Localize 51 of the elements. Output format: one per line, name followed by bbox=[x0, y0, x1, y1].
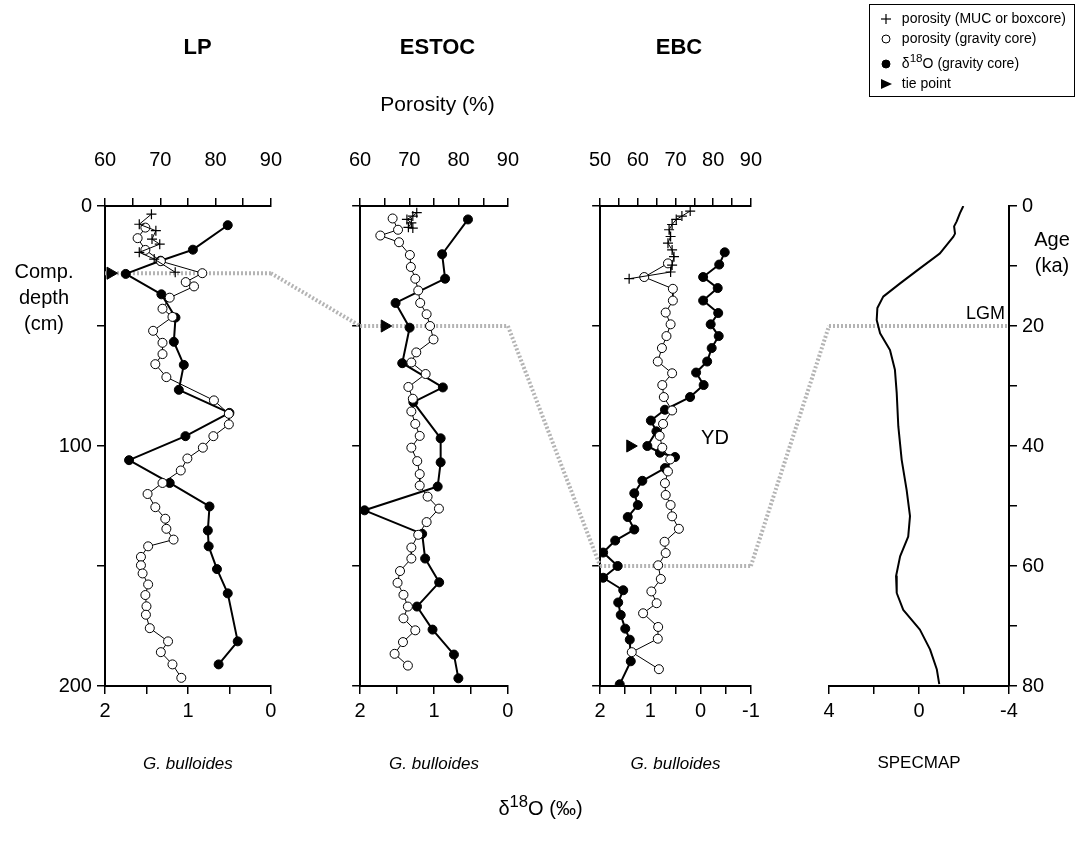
x2-tick-label: 70 bbox=[398, 147, 421, 170]
chart-title: LP bbox=[182, 34, 213, 60]
y2-tick-label: 0 bbox=[1022, 193, 1034, 216]
x-tick-label: 4 bbox=[823, 698, 835, 721]
x2-tick-label: 80 bbox=[702, 147, 725, 170]
x2-tick-label: 90 bbox=[739, 147, 762, 170]
x2-axis-title: Porosity (%) bbox=[379, 92, 496, 116]
x-tick-label: 2 bbox=[99, 698, 111, 721]
x-axis-title: G. bulloides bbox=[143, 753, 234, 773]
x2-tick-label: 60 bbox=[93, 147, 117, 170]
y-tick-label: 0 bbox=[80, 193, 92, 216]
x-tick-label: 1 bbox=[644, 698, 656, 721]
legend-label: δ$^{18}$O (gravity core) bbox=[901, 51, 1020, 71]
x-tick-label: 0 bbox=[502, 698, 514, 721]
x2-tick-label: 60 bbox=[349, 147, 372, 170]
y-axis-title: Comp. depth (cm) bbox=[13, 259, 75, 336]
x2-tick-label: 90 bbox=[259, 147, 282, 170]
x-axis-title: G. bulloides bbox=[630, 753, 721, 773]
x-tick-label: 1 bbox=[182, 698, 194, 721]
x2-tick-label: 50 bbox=[589, 147, 612, 170]
x-tick-label: 0 bbox=[913, 698, 925, 721]
x2-tick-label: 70 bbox=[149, 147, 172, 170]
annotation: YD bbox=[700, 426, 730, 449]
y2-tick-label: 60 bbox=[1022, 553, 1045, 576]
y2-axis-title: Age (ka) bbox=[1033, 227, 1071, 278]
x2-tick-label: 90 bbox=[496, 147, 519, 170]
ref-line-label: LGM bbox=[965, 302, 1005, 323]
text: δ$^{18}$O (‰) bbox=[497, 792, 584, 820]
y-tick-label: 200 bbox=[58, 673, 92, 696]
x2-tick-label: 60 bbox=[626, 147, 649, 170]
x-tick-label: 2 bbox=[354, 698, 366, 721]
x-tick-label: 1 bbox=[428, 698, 440, 721]
y2-tick-label: 80 bbox=[1022, 673, 1045, 696]
x-tick-label: 0 bbox=[695, 698, 707, 721]
x2-tick-label: 70 bbox=[664, 147, 687, 170]
x-tick-label: -4 bbox=[1000, 698, 1018, 721]
chart-title: ESTOC bbox=[398, 34, 477, 60]
x-tick-label: 0 bbox=[265, 698, 277, 721]
y-tick-label: 100 bbox=[58, 433, 92, 456]
y2-tick-label: 20 bbox=[1022, 313, 1045, 336]
legend-label: porosity (gravity core) bbox=[901, 30, 1037, 46]
x-tick-label: -1 bbox=[741, 698, 760, 721]
x-axis-title: SPECMAP bbox=[877, 753, 961, 773]
x-axis-title: G. bulloides bbox=[389, 753, 480, 773]
legend-label: tie point bbox=[901, 74, 951, 91]
x2-tick-label: 80 bbox=[204, 147, 227, 170]
x-tick-label: 2 bbox=[594, 698, 606, 721]
legend-label: porosity (MUC or boxcore) bbox=[901, 10, 1066, 26]
y2-tick-label: 40 bbox=[1022, 433, 1045, 456]
x2-tick-label: 80 bbox=[447, 147, 470, 170]
chart-title: EBC bbox=[654, 34, 704, 60]
